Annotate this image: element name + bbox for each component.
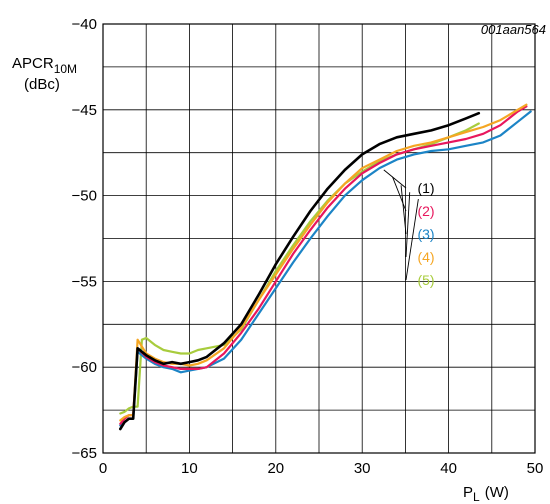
y-axis-unit: (dBc) <box>24 76 60 93</box>
x-axis-label-main: P <box>463 484 473 501</box>
legend-leader-line <box>383 169 407 189</box>
plot-frame <box>102 23 536 454</box>
y-tick-label: −40 <box>72 16 97 33</box>
x-tick-label: 0 <box>99 460 107 477</box>
legend-label-2: (2) <box>417 203 434 219</box>
x-tick-label: 10 <box>181 460 198 477</box>
chart-legend: (1) (2) (3) (4) (5) <box>383 169 435 288</box>
y-tick-labels: −65 −60 −55 −50 −45 −40 <box>72 16 97 462</box>
x-axis-title: PL (W) <box>463 484 509 504</box>
series-line-4 <box>119 103 528 422</box>
x-axis-label-sub: L <box>473 490 480 504</box>
legend-leader-line <box>400 185 407 235</box>
x-tick-label: 30 <box>354 460 371 477</box>
y-axis-title: APCR10M <box>12 55 77 76</box>
legend-label-1: (1) <box>417 180 434 196</box>
legend-leader-line <box>392 176 407 212</box>
x-tick-label: 50 <box>527 460 544 477</box>
y-tick-label: −60 <box>72 359 97 376</box>
series-line-3 <box>119 110 532 427</box>
chart-grid <box>103 24 535 453</box>
series-line-2 <box>119 105 528 425</box>
legend-label-5: (5) <box>417 272 434 288</box>
legend-leader-line <box>405 198 419 281</box>
y-tick-label: −65 <box>72 445 97 462</box>
legend-label-3: (3) <box>417 226 434 242</box>
series-line-1 <box>119 111 481 431</box>
y-tick-label: −55 <box>72 273 97 290</box>
chart-series <box>119 103 532 431</box>
legend-label-4: (4) <box>417 249 434 265</box>
x-tick-label: 40 <box>440 460 457 477</box>
y-axis-label-main: APCR <box>12 55 54 72</box>
y-tick-label: −45 <box>72 102 97 119</box>
x-tick-labels: 0 10 20 30 40 50 <box>99 460 544 477</box>
y-tick-label: −50 <box>72 188 97 205</box>
legend-leader-line <box>405 192 411 258</box>
y-axis-label-sub: 10M <box>54 62 77 76</box>
figure-id: 001aan564 <box>481 22 546 37</box>
x-tick-label: 20 <box>267 460 284 477</box>
x-axis-label-unit: (W) <box>485 484 509 501</box>
